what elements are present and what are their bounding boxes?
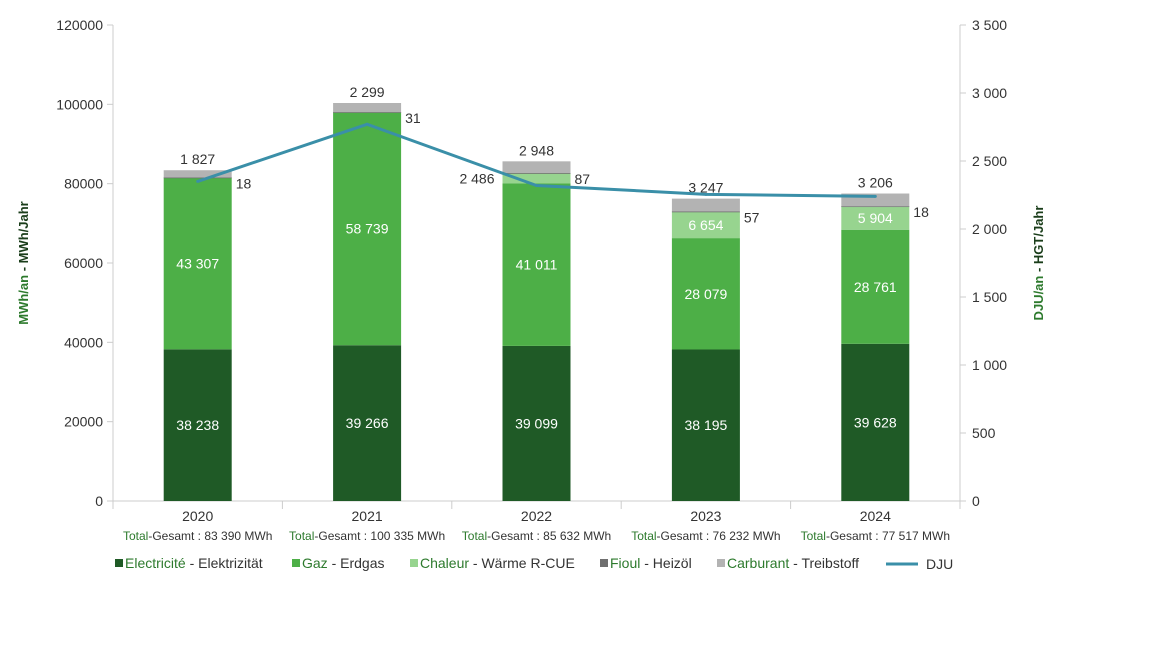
data-label-fioul: 31 [405,110,421,126]
data-label-carburant: 2 299 [350,84,385,100]
right-tick-label: 2 000 [972,221,1007,237]
total-label: Total-Gesamt : 83 390 MWh [123,529,272,543]
dju-point [196,179,200,183]
bar-carburant-2023 [671,198,740,212]
bar-electricité-2021 [333,345,402,501]
dju-point [704,192,708,196]
left-tick-label: 0 [95,493,103,509]
left-tick-label: 60000 [64,255,103,271]
bar-chaleur-2024 [841,206,910,230]
bar-carburant-2020 [163,170,232,178]
bar-fioul-2022 [502,173,571,174]
data-label-electricité: 38 195 [684,417,727,433]
data-label-carburant: 3 247 [688,180,723,196]
right-tick-label: 0 [972,493,980,509]
data-label-fioul: 18 [236,175,252,191]
dju-point [365,122,369,126]
data-label-fioul: 87 [575,171,591,187]
data-label-chaleur: 5 904 [858,210,893,226]
bar-chaleur-2022 [502,173,571,184]
legend-label-fioul: Fioul - Heizöl [610,555,692,571]
bar-fioul-2020 [163,177,232,179]
data-label-fioul: 18 [913,204,929,220]
legend-swatch-chaleur [410,559,418,567]
right-tick-label: 1 000 [972,357,1007,373]
bar-electricité-2023 [671,349,740,501]
bar-fioul-2023 [671,211,740,213]
data-label-fioul: 57 [744,209,760,225]
bar-electricité-2020 [163,349,232,501]
legend-swatch-electricité [115,559,123,567]
right-tick-label: 1 500 [972,289,1007,305]
right-tick-label: 2 500 [972,153,1007,169]
total-label: Total-Gesamt : 77 517 MWh [801,529,950,543]
data-label-electricité: 39 628 [854,414,897,430]
legend-label-carburant: Carburant - Treibstoff [727,555,859,571]
legend-label-electricité: Electricité - Elektrizität [125,555,263,571]
data-label-gaz: 43 307 [176,255,219,271]
right-tick-label: 3 500 [972,17,1007,33]
x-tick-label: 2024 [860,508,891,524]
bar-gaz-2022 [502,183,571,346]
data-label-carburant: 1 827 [180,151,215,167]
dju-point [873,194,877,198]
x-tick-label: 2022 [521,508,552,524]
legend-swatch-gaz [292,559,300,567]
total-label: Total-Gesamt : 76 232 MWh [631,529,780,543]
x-tick-label: 2023 [690,508,721,524]
data-label-carburant: 2 948 [519,142,554,158]
bar-fioul-2021 [333,112,402,113]
data-label-gaz: 58 739 [346,221,389,237]
bar-gaz-2020 [163,177,232,350]
bar-gaz-2024 [841,229,910,344]
data-label-gaz: 28 761 [854,279,897,295]
legend-label-chaleur: Chaleur - Wärme R-CUE [420,555,575,571]
left-axis-title: MWh/an - MWh/Jahr [16,201,31,325]
data-label-electricité: 39 266 [346,415,389,431]
left-tick-label: 20000 [64,414,103,430]
bar-electricité-2024 [841,343,910,501]
dju-point [535,183,538,187]
data-label-chaleur: 2 486 [459,170,494,186]
bar-chaleur-2023 [671,211,740,239]
bar-fioul-2024 [841,206,910,208]
legend-label-dju: DJU [926,556,953,572]
data-label-electricité: 38 238 [176,417,219,433]
right-tick-label: 500 [972,425,996,441]
legend-swatch-carburant [717,559,725,567]
data-label-gaz: 28 079 [684,286,727,302]
total-label: Total-Gesamt : 100 335 MWh [289,529,445,543]
data-label-chaleur: 6 654 [688,217,723,233]
left-tick-label: 120000 [56,17,103,33]
right-axis-title: DJU/an - HGT/Jahr [1031,206,1046,321]
left-tick-label: 80000 [64,176,103,192]
bar-electricité-2022 [502,345,571,501]
left-tick-label: 100000 [56,96,103,112]
x-tick-label: 2021 [352,508,383,524]
x-tick-label: 2020 [182,508,213,524]
bar-carburant-2022 [502,161,571,174]
data-label-gaz: 41 011 [516,257,558,273]
legend-label-gaz: Gaz - Erdgas [302,555,385,571]
left-tick-label: 40000 [64,334,103,350]
data-label-carburant: 3 206 [858,175,893,191]
data-label-electricité: 39 099 [515,415,558,431]
legend-swatch-fioul [600,559,608,567]
bar-carburant-2021 [333,103,402,113]
bar-gaz-2023 [671,238,740,350]
right-tick-label: 3 000 [972,85,1007,101]
bar-gaz-2021 [333,112,402,346]
total-label: Total-Gesamt : 85 632 MWh [462,529,611,543]
